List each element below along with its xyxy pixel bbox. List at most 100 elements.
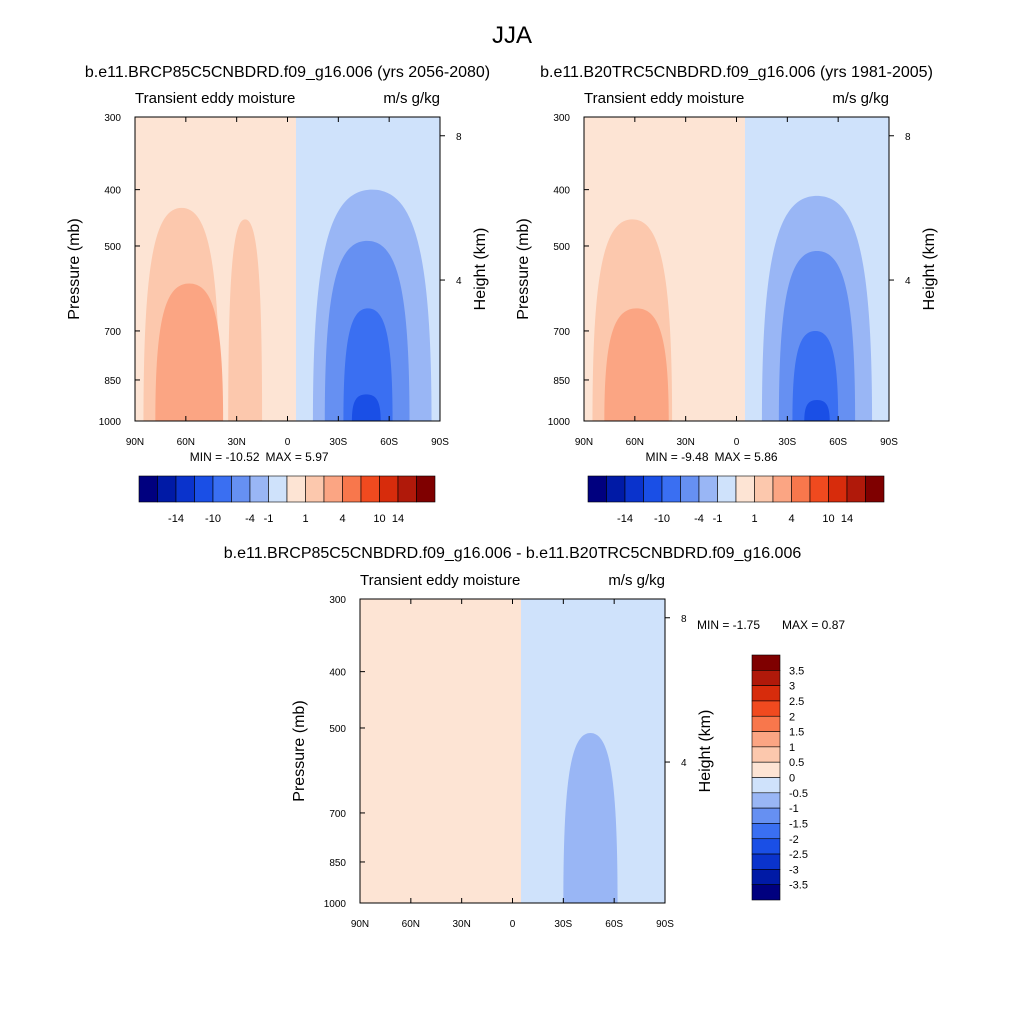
colorbar-box xyxy=(624,475,644,503)
min-label: MIN = -9.48 xyxy=(645,450,708,464)
colorbar: -14 -10 -4 -1 1 4 10 14 xyxy=(138,475,436,525)
colorbar-box xyxy=(751,853,781,870)
colorbar-box xyxy=(305,475,325,503)
colorbar-box xyxy=(212,475,232,503)
colorbar-box xyxy=(249,475,269,503)
contour-lobe xyxy=(563,732,618,903)
y-tick-label: 300 xyxy=(329,595,346,606)
min-label: MIN = -10.52 xyxy=(190,450,260,464)
y-axis-right-title: Height (km) xyxy=(697,710,714,793)
colorbar-box xyxy=(138,475,158,503)
colorbar-label: 1 xyxy=(302,513,308,525)
y-tick-label: 700 xyxy=(329,809,346,820)
colorbar-box xyxy=(751,746,781,763)
colorbar-label: -4 xyxy=(694,513,704,525)
colorbar-label: 3 xyxy=(789,681,795,693)
colorbar-box xyxy=(809,475,829,503)
y-tick-label: 1000 xyxy=(324,899,347,910)
colorbar-label: -14 xyxy=(617,513,633,525)
y-tick-label: 850 xyxy=(553,376,570,387)
left-string: Transient eddy moisture xyxy=(584,90,744,107)
right-string: m/s g/kg xyxy=(383,90,440,107)
height-tick-label: 4 xyxy=(681,758,687,769)
colorbar-label: 4 xyxy=(788,513,794,525)
colorbar-box xyxy=(416,475,436,503)
colorbar-label: -4 xyxy=(245,513,255,525)
x-tick-label: 60S xyxy=(605,919,623,930)
panel-3: b.e11.BRCP85C5CNBDRD.f09_g16.006 - b.e11… xyxy=(224,545,846,930)
colorbar-box xyxy=(286,475,306,503)
colorbar-box xyxy=(751,761,781,778)
right-string: m/s g/kg xyxy=(608,572,665,589)
y-tick-label: 400 xyxy=(104,186,121,197)
colorbar-box xyxy=(268,475,288,503)
left-string: Transient eddy moisture xyxy=(360,572,520,589)
colorbar-label: -1.5 xyxy=(789,818,808,830)
colorbar-box xyxy=(846,475,866,503)
colorbar-label: -2 xyxy=(789,834,799,846)
left-string: Transient eddy moisture xyxy=(135,90,295,107)
y-axis-title: Pressure (mb) xyxy=(515,218,532,319)
colorbar-box xyxy=(397,475,417,503)
max-label: MAX = 5.86 xyxy=(715,450,778,464)
colorbar-label: -2.5 xyxy=(789,849,808,861)
x-tick-label: 0 xyxy=(285,437,291,448)
x-tick-label: 30S xyxy=(554,919,572,930)
y-tick-label: 1000 xyxy=(548,417,571,428)
x-tick-label: 30S xyxy=(778,437,796,448)
colorbar-box xyxy=(751,685,781,702)
contour-lobe xyxy=(804,399,830,421)
x-tick-label: 90S xyxy=(656,919,674,930)
y-tick-label: 400 xyxy=(329,668,346,679)
y-axis-right-title: Height (km) xyxy=(472,228,489,311)
contour-band xyxy=(360,599,521,903)
y-tick-label: 850 xyxy=(329,858,346,869)
height-tick-label: 4 xyxy=(456,276,462,287)
x-tick-label: 90S xyxy=(880,437,898,448)
colorbar-box xyxy=(157,475,177,503)
x-tick-label: 90N xyxy=(575,437,593,448)
contour-lobe xyxy=(792,330,839,421)
x-tick-label: 0 xyxy=(734,437,740,448)
colorbar-box xyxy=(606,475,626,503)
y-tick-label: 700 xyxy=(104,327,121,338)
colorbar-box xyxy=(175,475,195,503)
colorbar-label: 14 xyxy=(841,513,853,525)
colorbar: 3.5 3 2.5 2 1.5 1 0.5 0 -0.5 -1 -1.5 -2 -2.5 -3 -3.5 xyxy=(751,654,808,901)
colorbar-box xyxy=(379,475,399,503)
colorbar-box xyxy=(865,475,885,503)
contour-fields xyxy=(135,117,440,421)
x-tick-label: 60N xyxy=(626,437,644,448)
height-tick-label: 8 xyxy=(456,132,462,143)
x-tick-label: 90N xyxy=(126,437,144,448)
y-tick-label: 850 xyxy=(104,376,121,387)
contour-lobe xyxy=(351,394,381,421)
colorbar-box xyxy=(698,475,718,503)
colorbar-label: 1 xyxy=(789,742,795,754)
min-label: MIN = -1.75 xyxy=(697,618,760,632)
panel-title: b.e11.BRCP85C5CNBDRD.f09_g16.006 - b.e11… xyxy=(224,545,802,562)
colorbar-box xyxy=(717,475,737,503)
height-tick-label: 8 xyxy=(905,132,911,143)
right-string: m/s g/kg xyxy=(832,90,889,107)
x-tick-label: 60N xyxy=(402,919,420,930)
panel-title: b.e11.BRCP85C5CNBDRD.f09_g16.006 (yrs 20… xyxy=(85,64,490,81)
x-tick-label: 30N xyxy=(452,919,470,930)
colorbar: -14 -10 -4 -1 1 4 10 14 xyxy=(587,475,885,525)
y-tick-label: 1000 xyxy=(99,417,122,428)
x-tick-label: 90N xyxy=(351,919,369,930)
colorbar-box xyxy=(360,475,380,503)
colorbar-label: 2 xyxy=(789,711,795,723)
colorbar-label: 10 xyxy=(373,513,385,525)
colorbar-label: 2.5 xyxy=(789,696,804,708)
y-tick-label: 500 xyxy=(553,242,570,253)
y-tick-label: 400 xyxy=(553,186,570,197)
colorbar-box xyxy=(828,475,848,503)
colorbar-label: 10 xyxy=(822,513,834,525)
colorbar-box xyxy=(323,475,343,503)
y-tick-label: 300 xyxy=(553,113,570,124)
colorbar-label: -14 xyxy=(168,513,184,525)
colorbar-label: -1 xyxy=(264,513,274,525)
colorbar-label: -0.5 xyxy=(789,788,808,800)
y-tick-label: 500 xyxy=(104,242,121,253)
